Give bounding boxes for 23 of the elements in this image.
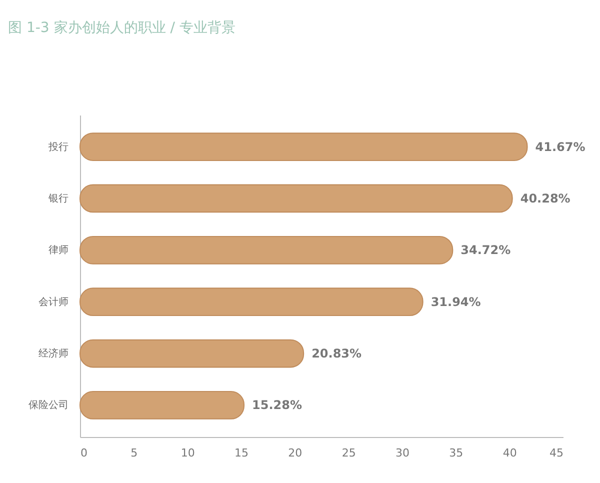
data-label: 20.83% [312,346,362,361]
data-label: 34.72% [460,243,511,258]
x-tick-label: 25 [342,446,356,460]
x-tick-label: 45 [550,446,564,460]
y-tick-label: 律师 [48,245,68,256]
x-tick-label: 0 [80,446,88,460]
x-tick-label: 5 [130,446,138,460]
data-label: 15.28% [252,398,302,412]
data-label: 40.28% [520,191,570,206]
chart-title: 图 1-3 家办创始人的职业 / 专业背景 [8,20,236,36]
x-tick-label: 40 [502,446,517,460]
y-tick-label: 保险公司 [28,399,68,412]
x-tick-label: 10 [180,446,195,460]
x-tick-label: 15 [234,446,248,460]
y-tick-label: 经济师 [38,348,68,360]
x-tick-label: 20 [288,446,302,460]
x-tick-label: 30 [396,446,410,460]
data-label: 41.67% [535,140,586,154]
y-tick-label: 会计师 [38,296,68,308]
y-tick-label: 银行 [48,193,68,204]
data-label: 31.94% [430,294,481,309]
x-tick-label: 35 [449,446,464,460]
y-tick-label: 投行 [48,140,68,153]
